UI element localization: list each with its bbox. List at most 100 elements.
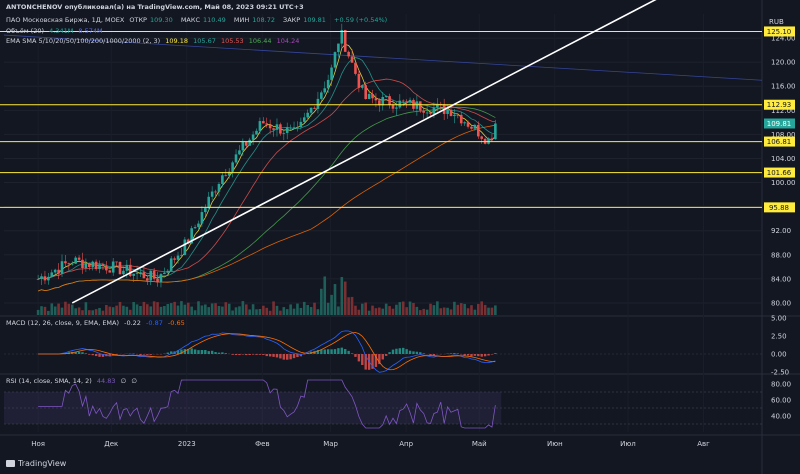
volume-bar [262,305,265,315]
macd-histogram-bar [197,350,200,354]
volume-bar [207,307,211,315]
volume-bar [176,305,180,315]
price-level-label: 101.66 [767,169,792,177]
volume-bar [231,310,234,315]
volume-bar [442,307,446,315]
candle-body [262,121,265,124]
candle-body [122,270,125,275]
volume-bar [340,277,344,315]
candle-body [88,262,91,267]
last-price-tag [764,118,795,129]
candle-body [292,127,296,129]
candle-body [190,228,193,244]
candle-body [186,239,190,244]
moving-average-line [37,57,496,280]
candle-body [463,122,466,124]
volume-bar [204,304,207,315]
volume-bar [480,301,484,315]
ohlc-close: ЗАКР 109.81 [283,16,326,24]
price-level-tag [764,26,795,37]
candle-body [111,261,115,273]
volume-bar [337,306,340,315]
candle-body [84,262,88,269]
candle-body [480,136,484,139]
candle-body [367,93,371,100]
volume-bar [446,307,449,315]
macd-histogram-bar [241,354,245,355]
volume-bar [227,303,231,315]
candle-body [217,183,221,192]
volume-bar [139,306,142,315]
candle-body [429,112,432,114]
candle-body [135,272,139,274]
x-tick-label: Апр [399,440,413,448]
symbol-line: ПАО Московская Биржа, 1Д, MOEX ОТКР 109.3… [6,16,390,24]
x-tick-label: 2023 [178,440,196,448]
volume-bar [193,310,197,315]
volume-bar [367,310,371,315]
ema-legend[interactable]: EMA SMA 5/10/20/50/100/200/1000/2000 (2,… [6,37,300,45]
macd-histogram-bar [470,354,473,357]
macd-legend[interactable]: MACD (12, 26, close, 9, EMA, EMA) -0.22 … [6,319,185,327]
candle-body [401,100,405,102]
candle-body [118,262,122,275]
volume-bar [156,302,159,315]
tradingview-logo[interactable]: TradingView [6,459,66,468]
candle-body [313,107,316,109]
price-level-tag [764,136,795,147]
candle-body [333,52,337,68]
x-tick-label: Ноя [31,440,45,448]
macd-histogram-bar [449,353,453,354]
volume-bar [282,307,286,315]
macd-histogram-bar [81,352,84,354]
candle-body [125,264,129,271]
volume-bar [94,309,98,315]
macd-histogram-bar [378,354,381,365]
candle-body [221,175,224,184]
rsi-legend[interactable]: RSI (14, close, SMA, 14, 2) 44.83 ∅ ∅ [6,377,138,385]
volume-legend[interactable]: Объём (20) 4.341M 8.574M [6,27,103,35]
price-level-label: 106.81 [767,138,792,146]
candle-body [77,257,81,260]
candle-body [285,127,289,133]
candle-body [128,264,132,276]
volume-bar [241,301,245,315]
macd-histogram-bar [388,352,391,354]
candle-body [456,114,460,116]
candle-body [364,85,367,100]
macd-histogram-bar [166,352,169,354]
candle-body [391,105,395,109]
volume-bar [74,308,77,315]
price-level-tag [764,202,795,213]
candle-body [268,124,272,129]
candle-body [408,99,412,103]
macd-histogram-bar [337,348,340,354]
candle-body [265,123,269,125]
candle-body [330,67,333,80]
volume-bar [132,302,135,315]
macd-histogram-bar [361,354,364,366]
candle-body [371,93,374,99]
volume-bar [401,301,405,315]
candle-body [466,122,470,127]
y-tick-label: 108.00 [771,131,796,139]
candle-body [207,196,211,209]
candle-body [101,264,105,266]
candle-body [234,154,238,163]
macd-histogram-bar [289,354,292,360]
volume-bar [378,307,381,315]
y-tick-label: 124.00 [771,35,796,43]
candle-body [173,258,176,260]
volume-bar [436,301,439,315]
volume-bar [67,303,71,315]
volume-bar [159,306,163,315]
macd-histogram-bar [115,354,118,355]
macd-histogram-bar [466,354,470,356]
macd-histogram-bar [463,354,466,356]
volume-bar [166,303,170,315]
volume-bar [98,307,101,315]
candle-body [227,171,231,176]
volume-bar [111,307,115,315]
volume-bar [190,306,193,315]
